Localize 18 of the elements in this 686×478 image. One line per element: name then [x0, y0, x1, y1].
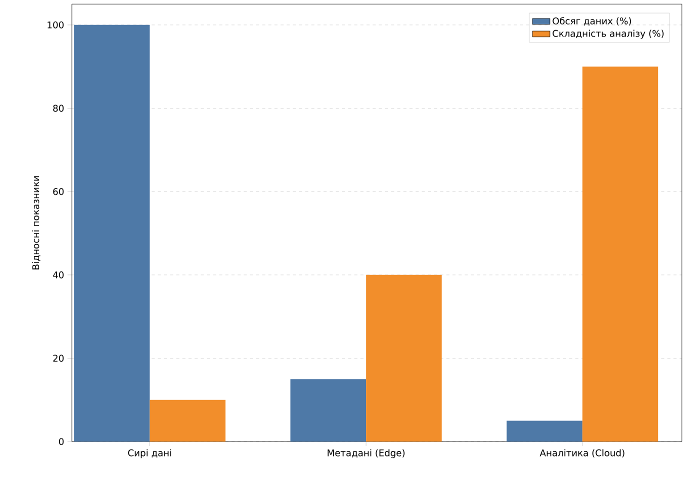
y-tick-label: 40 [52, 272, 64, 279]
y-axis-title: Відносні показники [32, 176, 40, 270]
x-tick-label: Метадані (Edge) [328, 449, 405, 458]
y-tick-label: 100 [48, 22, 64, 29]
bar [506, 420, 582, 442]
legend-label: Складність аналізу (%) [552, 30, 664, 39]
bar [150, 400, 226, 442]
y-tick-label: 80 [53, 105, 64, 112]
bar [74, 25, 150, 442]
x-tick-label: Аналітика (Cloud) [540, 449, 624, 458]
bar [366, 275, 442, 442]
y-tick-label: 20 [53, 354, 64, 362]
x-tick-label: Сирі дані [128, 449, 172, 458]
bar [290, 379, 366, 442]
y-tick-label: 0 [59, 438, 64, 446]
legend-label: Обсяг даних (%) [552, 17, 631, 26]
y-tick-label: 60 [53, 188, 64, 196]
bar [582, 66, 658, 442]
